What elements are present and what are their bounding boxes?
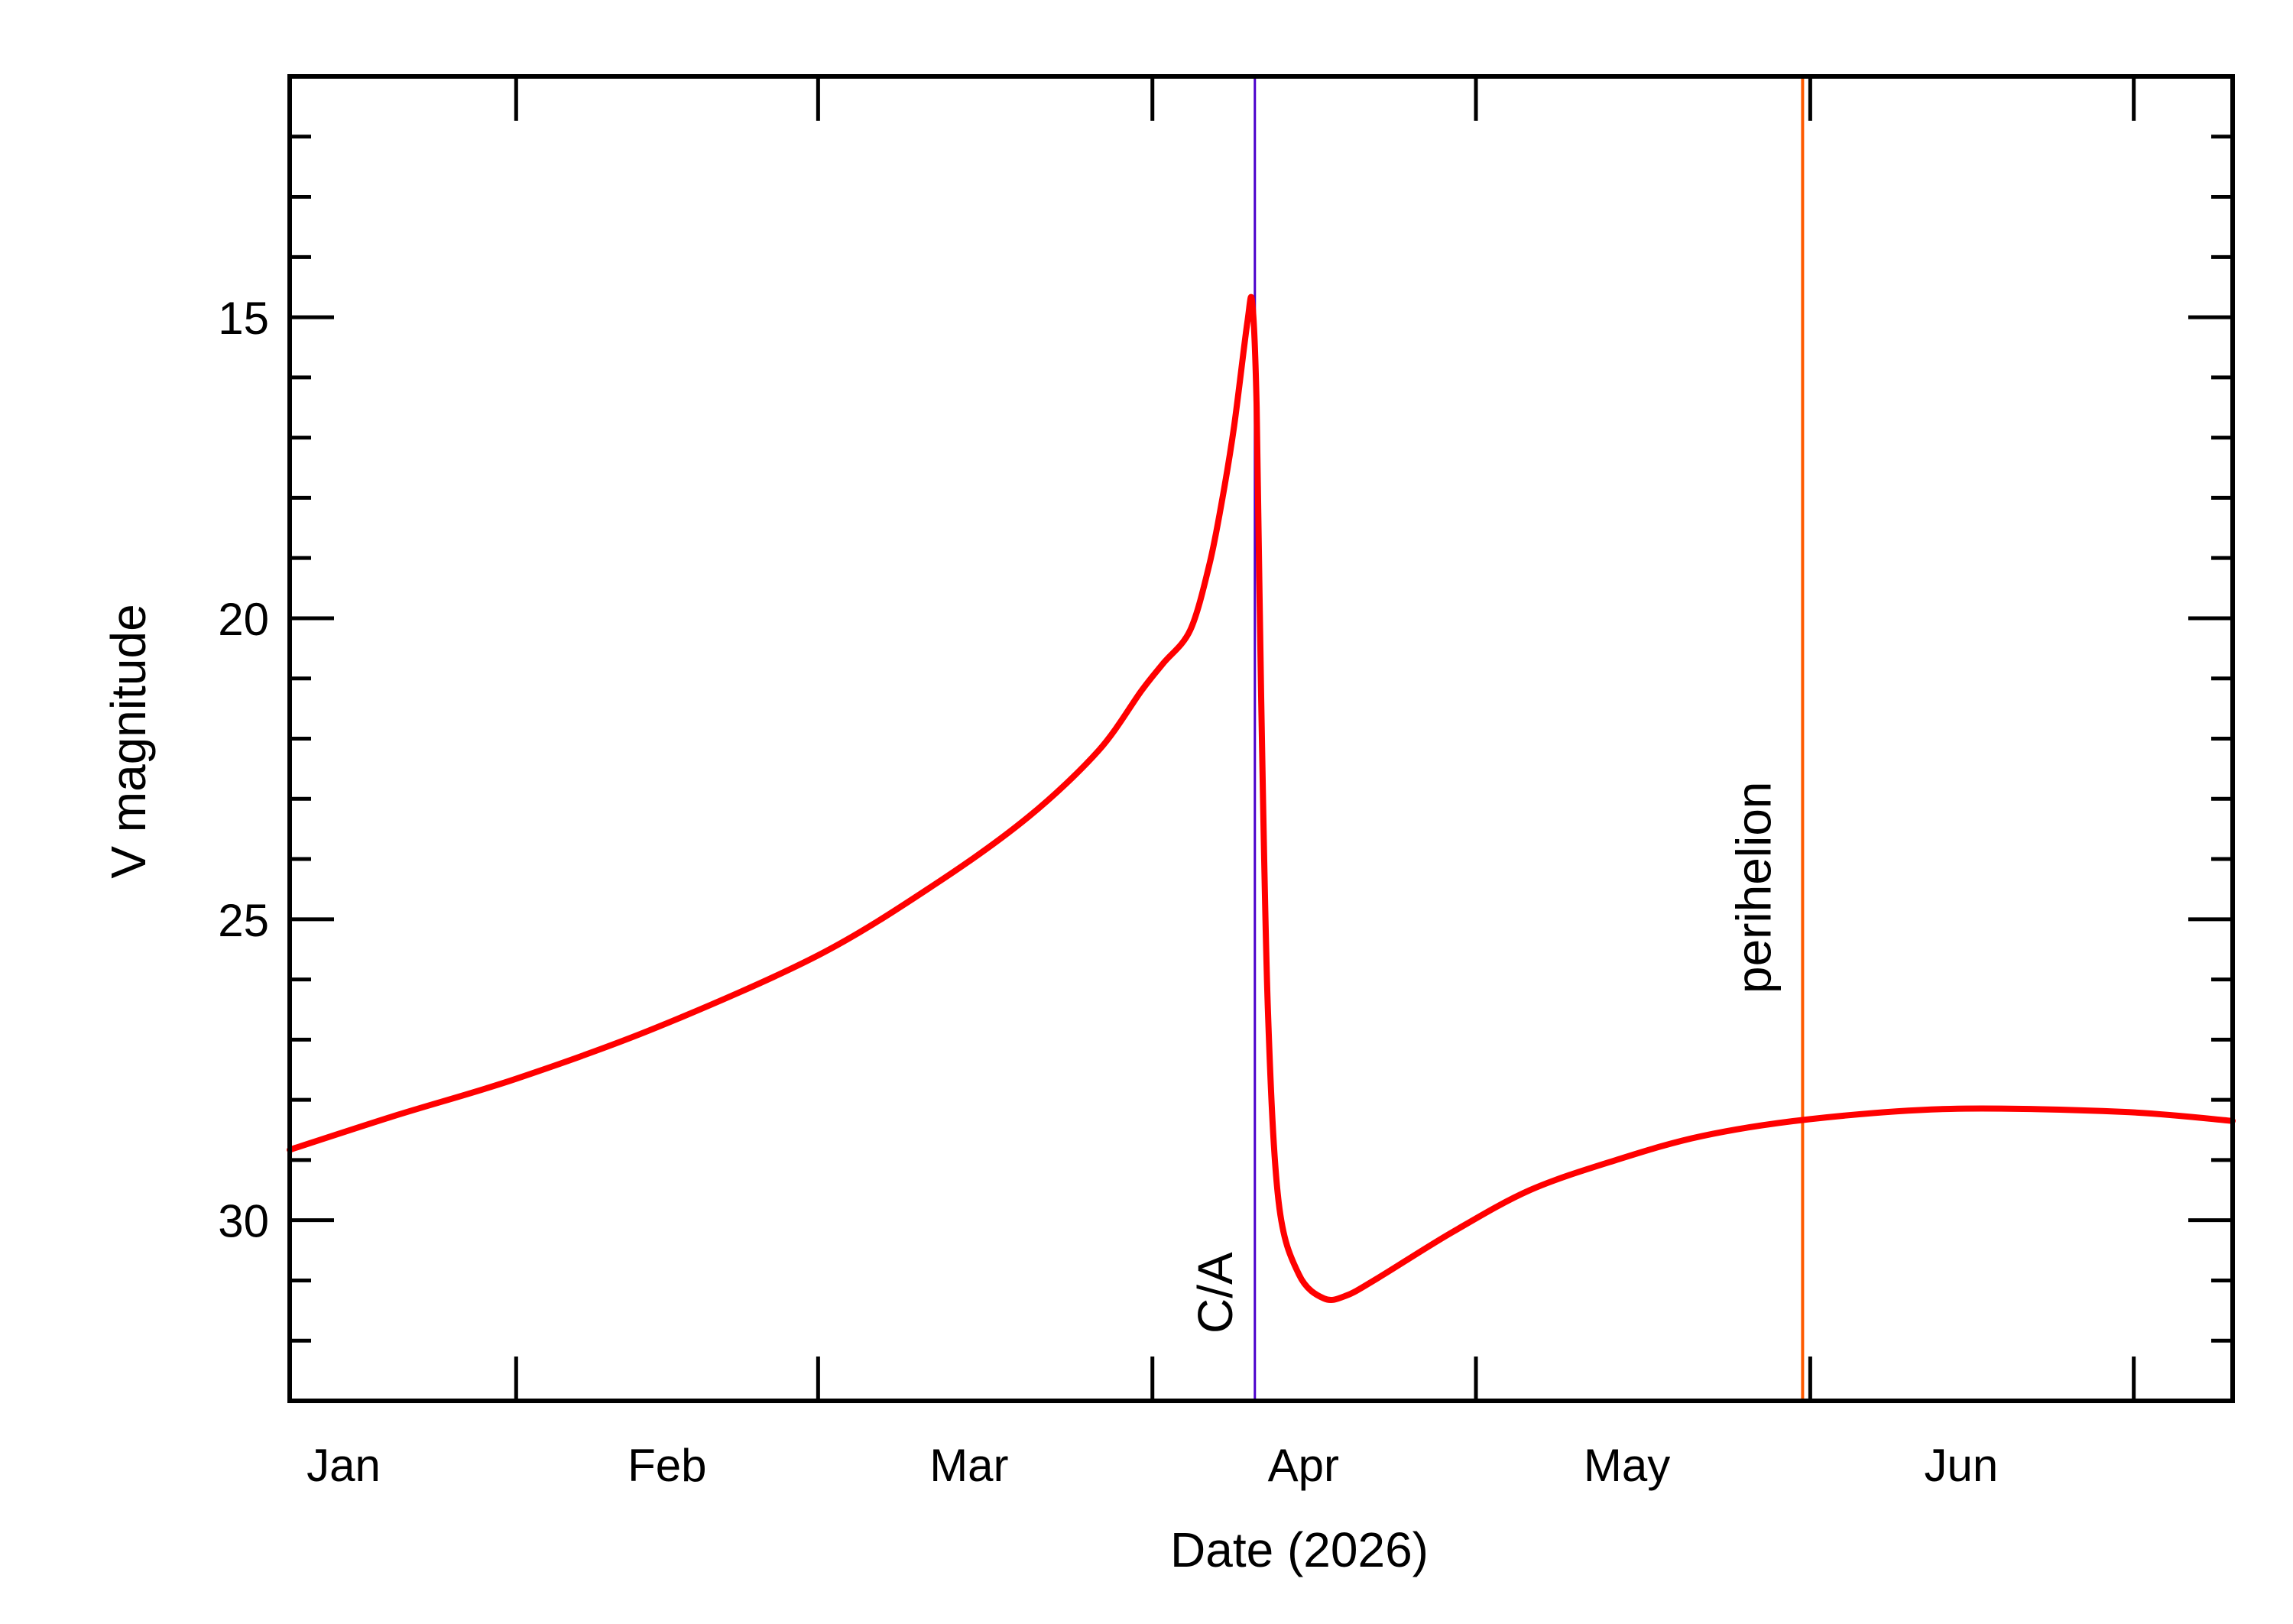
x-tick-labels: Jan Feb Mar Apr May Jun bbox=[306, 1440, 1998, 1491]
y-tick-labels: 15 20 25 30 bbox=[218, 293, 269, 1247]
x-tick-label: Mar bbox=[929, 1440, 1008, 1491]
y-axis-title: V magnitude bbox=[101, 604, 156, 878]
x-tick-label: Jan bbox=[306, 1440, 381, 1491]
y-tick-label: 15 bbox=[218, 293, 269, 344]
y-tick-label: 25 bbox=[218, 895, 269, 946]
x-tick-label: Jun bbox=[1925, 1440, 1999, 1491]
y-tick-label: 20 bbox=[218, 594, 269, 645]
x-tick-label: Feb bbox=[628, 1440, 706, 1491]
x-axis-title: Date (2026) bbox=[1170, 1522, 1429, 1577]
v-magnitude-curve bbox=[287, 293, 2236, 1303]
plot-frame bbox=[287, 74, 2235, 1403]
perihelion-label: perihelion bbox=[1726, 781, 1781, 994]
y-tick-label: 30 bbox=[218, 1196, 269, 1247]
x-tick-label: Apr bbox=[1268, 1440, 1339, 1491]
closest-approach-label: C/A bbox=[1188, 1252, 1243, 1334]
annotations: C/A perihelion bbox=[1188, 76, 1805, 1401]
x-tick-label: May bbox=[1584, 1440, 1670, 1491]
